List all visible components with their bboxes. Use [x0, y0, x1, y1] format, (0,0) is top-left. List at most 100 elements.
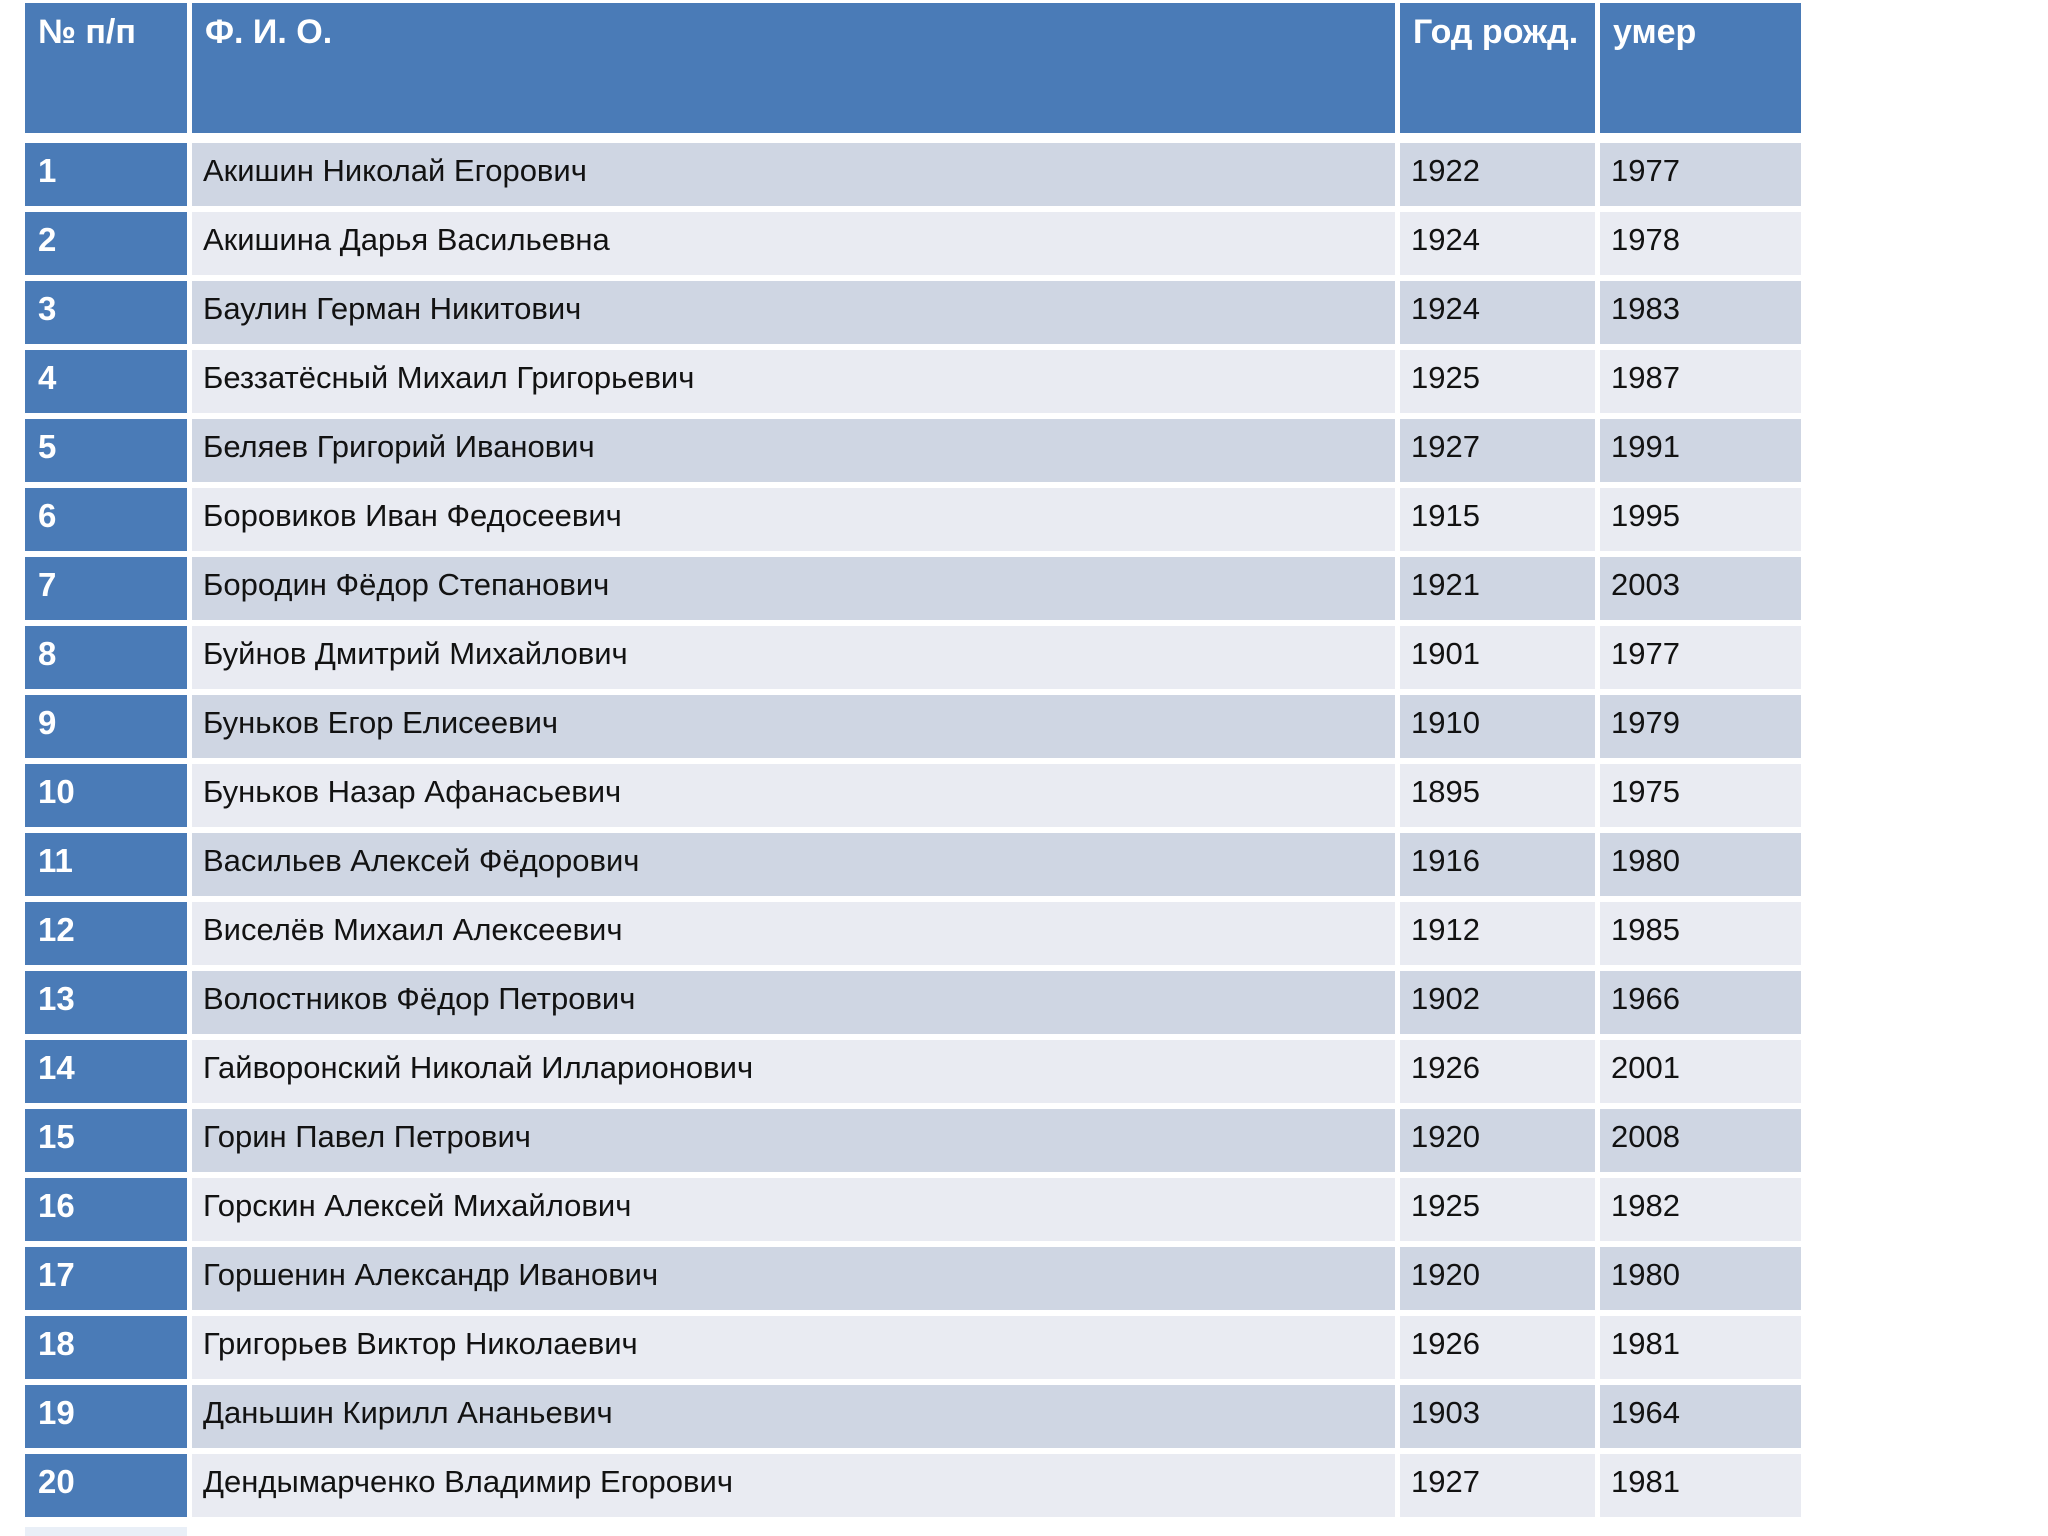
- row-number-cell: 19: [25, 1385, 187, 1448]
- table-row: 11 Васильев Алексей Фёдорович 1916 1980: [25, 833, 1801, 896]
- death-year-cell: 1982: [1600, 1178, 1801, 1241]
- full-name-cell: Буйнов Дмитрий Михайлович: [192, 626, 1395, 689]
- death-year-cell: 1995: [1600, 488, 1801, 551]
- birth-year-cell: 1924: [1400, 212, 1595, 275]
- birth-year-cell: 1925: [1400, 350, 1595, 413]
- birth-year-cell: 1927: [1400, 1454, 1595, 1517]
- birth-year-cell: 1927: [1400, 419, 1595, 482]
- death-year-cell: 1981: [1600, 1316, 1801, 1379]
- table-row: 13 Волостников Фёдор Петрович 1902 1966: [25, 971, 1801, 1034]
- row-number-cell: 7: [25, 557, 187, 620]
- header-cell-death-year: умер: [1600, 3, 1801, 133]
- death-year-cell: 1987: [1600, 350, 1801, 413]
- table-row: 12 Виселёв Михаил Алексеевич 1912 1985: [25, 902, 1801, 965]
- header-cell-full-name: Ф. И. О.: [192, 3, 1395, 133]
- birth-year-cell: 1916: [1400, 833, 1595, 896]
- row-number-cell: 10: [25, 764, 187, 827]
- birth-year-cell: 1924: [1400, 281, 1595, 344]
- death-year-cell: 1966: [1600, 971, 1801, 1034]
- death-year-cell: 1964: [1600, 1385, 1801, 1448]
- table-row: 20 Дендымарченко Владимир Егорович 1927 198…: [25, 1454, 1801, 1517]
- full-name-cell: Горин Павел Петрович: [192, 1109, 1395, 1172]
- birth-year-cell: 1925: [1400, 1178, 1595, 1241]
- table-row: 3 Баулин Герман Никитович 1924 1983: [25, 281, 1801, 344]
- row-number-cell: 11: [25, 833, 187, 896]
- table-row: 6 Боровиков Иван Федосеевич 1915 1995: [25, 488, 1801, 551]
- row-number-cell: 6: [25, 488, 187, 551]
- row-number-cell: 9: [25, 695, 187, 758]
- death-year-cell: 1977: [1600, 143, 1801, 206]
- row-number-cell: 4: [25, 350, 187, 413]
- full-name-cell: Горшенин Александр Иванович: [192, 1247, 1395, 1310]
- table-row: 10 Буньков Назар Афанасьевич 1895 1975: [25, 764, 1801, 827]
- birth-year-cell: 1903: [1400, 1385, 1595, 1448]
- table-row: 8 Буйнов Дмитрий Михайлович 1901 1977: [25, 626, 1801, 689]
- table-row: 19 Даньшин Кирилл Ананьевич 1903 1964: [25, 1385, 1801, 1448]
- full-name-cell: Бородин Фёдор Степанович: [192, 557, 1395, 620]
- row-number-cell: 18: [25, 1316, 187, 1379]
- birth-year-cell: 1926: [1400, 1040, 1595, 1103]
- full-name-cell: Баулин Герман Никитович: [192, 281, 1395, 344]
- full-name-cell: Акишин Николай Егорович: [192, 143, 1395, 206]
- birth-year-cell: 1910: [1400, 695, 1595, 758]
- birth-year-cell: 1901: [1400, 626, 1595, 689]
- table-header-row: № п/п Ф. И. О. Год рожд. умер: [25, 3, 1801, 133]
- death-year-cell: 1991: [1600, 419, 1801, 482]
- death-year-cell: 1981: [1600, 1454, 1801, 1517]
- row-number-cell: 15: [25, 1109, 187, 1172]
- table-row: 18 Григорьев Виктор Николаевич 1926 1981: [25, 1316, 1801, 1379]
- death-year-cell: 1985: [1600, 902, 1801, 965]
- full-name-cell: Васильев Алексей Фёдорович: [192, 833, 1395, 896]
- death-year-cell: 1983: [1600, 281, 1801, 344]
- death-year-cell: 1978: [1600, 212, 1801, 275]
- full-name-cell: Волостников Фёдор Петрович: [192, 971, 1395, 1034]
- birth-year-cell: 1902: [1400, 971, 1595, 1034]
- full-name-cell: Виселёв Михаил Алексеевич: [192, 902, 1395, 965]
- birth-year-cell: 1920: [1400, 1247, 1595, 1310]
- birth-year-cell: 1922: [1400, 143, 1595, 206]
- birth-year-cell: 1912: [1400, 902, 1595, 965]
- death-year-cell: 1980: [1600, 833, 1801, 896]
- table-row: 1 Акишин Николай Егорович 1922 1977: [25, 143, 1801, 206]
- full-name-cell: Акишина Дарья Васильевна: [192, 212, 1395, 275]
- full-name-cell: Буньков Егор Елисеевич: [192, 695, 1395, 758]
- table-row: 5 Беляев Григорий Иванович 1927 1991: [25, 419, 1801, 482]
- full-name-cell: Горскин Алексей Михайлович: [192, 1178, 1395, 1241]
- row-number-cell: 20: [25, 1454, 187, 1517]
- row-number-cell: 1: [25, 143, 187, 206]
- table-row: 14 Гайворонский Николай Илларионович 1926 2…: [25, 1040, 1801, 1103]
- row-number-cell: 12: [25, 902, 187, 965]
- birth-year-cell: 1920: [1400, 1109, 1595, 1172]
- death-year-cell: 2003: [1600, 557, 1801, 620]
- table-row: 15 Горин Павел Петрович 1920 2008: [25, 1109, 1801, 1172]
- header-cell-number: № п/п: [25, 3, 187, 133]
- birth-year-cell: 1895: [1400, 764, 1595, 827]
- table-row: 17 Горшенин Александр Иванович 1920 1980: [25, 1247, 1801, 1310]
- full-name-cell: Даньшин Кирилл Ананьевич: [192, 1385, 1395, 1448]
- full-name-cell: Григорьев Виктор Николаевич: [192, 1316, 1395, 1379]
- table-row: 2 Акишина Дарья Васильевна 1924 1978: [25, 212, 1801, 275]
- death-year-cell: 1975: [1600, 764, 1801, 827]
- full-name-cell: Беззатёсный Михаил Григорьевич: [192, 350, 1395, 413]
- full-name-cell: Буньков Назар Афанасьевич: [192, 764, 1395, 827]
- veterans-table: № п/п Ф. И. О. Год рожд. умер 1 Акишин Ни…: [25, 3, 1801, 1523]
- table-body: 1 Акишин Николай Егорович 1922 1977 2 Акишина…: [25, 143, 1801, 1517]
- row-number-cell: 3: [25, 281, 187, 344]
- death-year-cell: 1980: [1600, 1247, 1801, 1310]
- death-year-cell: 2001: [1600, 1040, 1801, 1103]
- table-row: 7 Бородин Фёдор Степанович 1921 2003: [25, 557, 1801, 620]
- full-name-cell: Боровиков Иван Федосеевич: [192, 488, 1395, 551]
- table-row: 4 Беззатёсный Михаил Григорьевич 1925 1987: [25, 350, 1801, 413]
- full-name-cell: Беляев Григорий Иванович: [192, 419, 1395, 482]
- death-year-cell: 2008: [1600, 1109, 1801, 1172]
- table-row: 16 Горскин Алексей Михайлович 1925 1982: [25, 1178, 1801, 1241]
- row-number-cell: 2: [25, 212, 187, 275]
- full-name-cell: Гайворонский Николай Илларионович: [192, 1040, 1395, 1103]
- row-number-cell: 8: [25, 626, 187, 689]
- death-year-cell: 1979: [1600, 695, 1801, 758]
- row-number-cell: 5: [25, 419, 187, 482]
- table-row: 9 Буньков Егор Елисеевич 1910 1979: [25, 695, 1801, 758]
- row-number-cell: 17: [25, 1247, 187, 1310]
- birth-year-cell: 1921: [1400, 557, 1595, 620]
- row-number-cell: 14: [25, 1040, 187, 1103]
